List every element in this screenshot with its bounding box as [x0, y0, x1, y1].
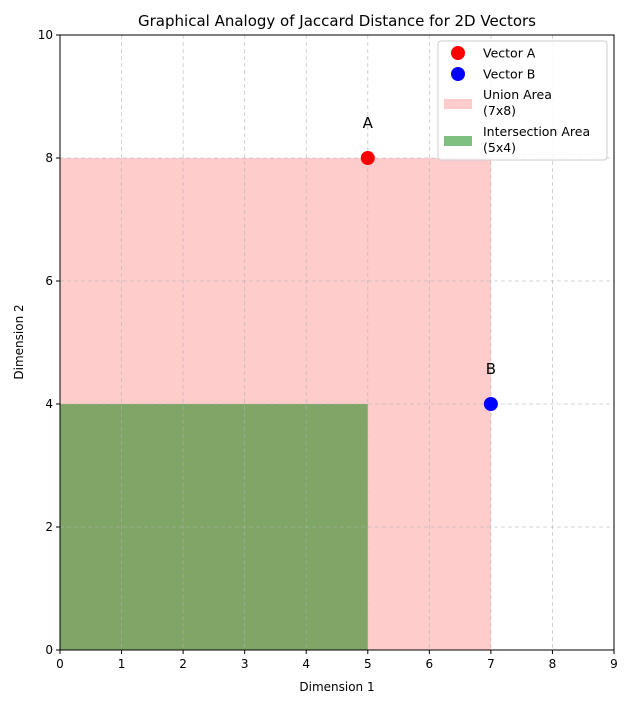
legend-marker	[451, 46, 465, 60]
legend-entry-text: Vector A	[483, 46, 536, 61]
vector-a-label: A	[363, 114, 374, 132]
x-tick-label: 3	[241, 657, 249, 671]
legend: Vector A Vector B Union Area(7x8) Intersect…	[437, 40, 608, 161]
legend-entry-text: (5x4)	[483, 140, 516, 155]
x-tick-label: 0	[56, 657, 64, 671]
vector-b-point	[483, 397, 498, 411]
y-tick-label: 8	[45, 151, 53, 165]
y-tick-label: 4	[45, 397, 53, 411]
legend-swatch	[444, 99, 472, 109]
axes-frame	[59, 34, 615, 651]
legend-marker	[451, 67, 465, 81]
x-tick-label: 7	[487, 657, 495, 671]
y-axis-label: Dimension 2	[12, 304, 26, 379]
legend-entry-text: Union Area	[483, 87, 552, 102]
legend-box	[437, 40, 608, 161]
legend-swatch	[444, 136, 472, 146]
y-tick-label: 6	[45, 274, 53, 288]
y-tick-label: 10	[38, 28, 53, 42]
legend-entry-text: Vector B	[483, 67, 535, 82]
x-tick-label: 1	[118, 657, 126, 671]
plot-area: 0 1 2 3 4 5 6 7 8 9 0 2 4 6 8 10 A B	[38, 28, 618, 671]
x-tick-label: 4	[302, 657, 310, 671]
legend-entry-text: (7x8)	[483, 103, 516, 118]
legend-entry-text: Intersection Area	[483, 124, 590, 139]
x-tick-label: 9	[610, 657, 618, 671]
vector-a-point	[360, 151, 375, 165]
y-tick-label: 0	[45, 643, 53, 657]
x-axis-label: Dimension 1	[299, 680, 374, 694]
chart-title: Graphical Analogy of Jaccard Distance fo…	[138, 12, 536, 30]
x-tick-label: 6	[426, 657, 434, 671]
vector-b-label: B	[486, 360, 496, 378]
x-tick-label: 8	[549, 657, 557, 671]
y-tick-label: 2	[45, 520, 53, 534]
x-tick-label: 2	[179, 657, 187, 671]
x-tick-label: 5	[364, 657, 372, 671]
